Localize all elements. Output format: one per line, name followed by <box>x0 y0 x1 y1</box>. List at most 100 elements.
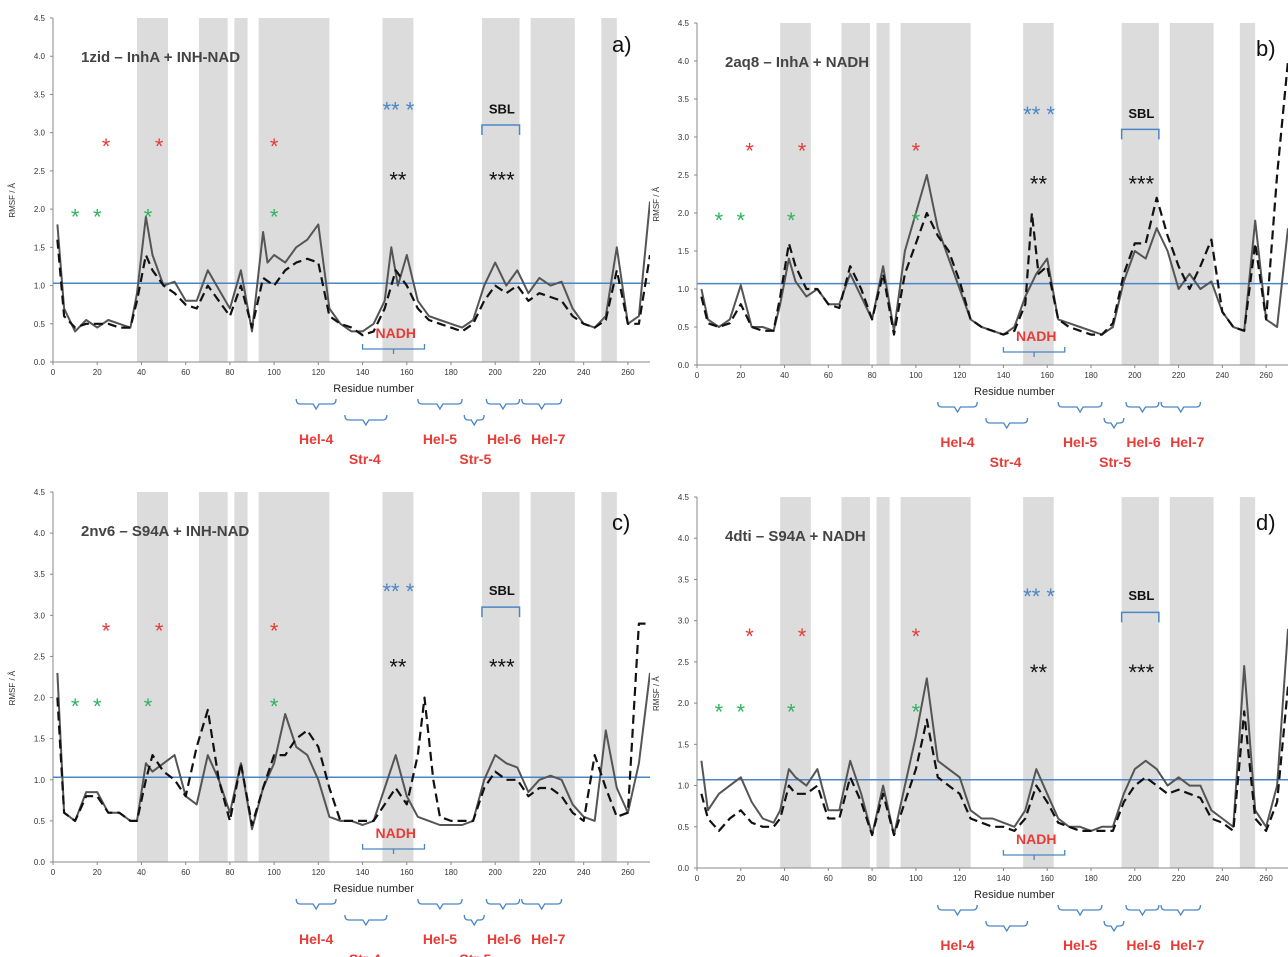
green-star: * <box>270 204 279 229</box>
y-tick-label: 3.0 <box>678 617 690 626</box>
x-tick-label: 180 <box>444 368 458 377</box>
nadh-label: NADH <box>375 825 415 841</box>
x-tick-label: 0 <box>51 368 56 377</box>
green-star: * <box>71 694 80 719</box>
ss-label: Str-4 <box>349 951 381 957</box>
green-star: * <box>715 700 724 725</box>
x-tick-label: 40 <box>780 371 789 380</box>
green-star: * <box>736 700 745 725</box>
nadh-bracket <box>1002 850 1066 860</box>
ss-brace <box>295 898 337 911</box>
panel-title: 2aq8 – InhA + NADH <box>725 54 869 71</box>
x-axis-label: Residue number <box>333 883 414 895</box>
ss-brace <box>937 904 978 917</box>
green-star: * <box>93 204 102 229</box>
green-star: * <box>144 694 153 719</box>
panel-label: c) <box>612 510 630 535</box>
series-group <box>56 622 650 831</box>
red-star: * <box>155 618 164 643</box>
green-star: * <box>912 208 921 233</box>
ss-brace <box>295 398 337 411</box>
nadh-bracket <box>1002 347 1066 357</box>
x-tick-label: 220 <box>1172 371 1186 380</box>
y-tick-label: 0.5 <box>678 323 690 332</box>
x-tick-label: 0 <box>695 874 700 883</box>
y-tick-label: 1.5 <box>678 740 690 749</box>
ss-label: Str-5 <box>1099 454 1131 470</box>
ss-label: Hel-5 <box>1063 937 1097 953</box>
ss-brace <box>1103 920 1125 933</box>
y-tick-label: 4.5 <box>34 14 46 23</box>
red-star: * <box>745 138 754 163</box>
x-tick-label: 120 <box>953 874 967 883</box>
shaded-region <box>900 497 971 868</box>
y-tick-label: 2.5 <box>34 652 46 661</box>
y-tick-label: 0.5 <box>34 320 46 329</box>
red-star: * <box>102 134 111 159</box>
ss-label: Str-4 <box>349 451 381 467</box>
x-tick-label: 160 <box>400 868 414 877</box>
ss-brace <box>1057 904 1103 917</box>
ss-brace <box>521 398 563 411</box>
shaded-region <box>530 492 575 862</box>
ss-brace <box>344 914 388 927</box>
panel-c: 0.0 0.5 1.0 1.5 2.0 2.5 3.0 3.5 4.0 4.5 0 20 40 60 80 1… <box>8 488 650 957</box>
green-star: * <box>71 204 80 229</box>
panel-label: b) <box>1256 36 1276 61</box>
shaded-region <box>137 18 168 362</box>
green-star: * <box>93 694 102 719</box>
x-tick-label: 180 <box>1084 371 1098 380</box>
x-tick-label: 200 <box>489 368 503 377</box>
y-tick-label: 4.0 <box>34 529 46 538</box>
x-tick-label: 160 <box>400 368 414 377</box>
x-tick-label: 40 <box>780 874 789 883</box>
x-axis-label: Residue number <box>333 383 414 395</box>
series-line-dashed <box>700 60 1288 336</box>
x-axis-label: Residue number <box>974 386 1055 398</box>
ss-label: Hel-6 <box>1126 937 1160 953</box>
green-star: * <box>912 700 921 725</box>
x-tick-label: 160 <box>1041 371 1055 380</box>
shaded-region <box>137 492 168 862</box>
nadh-label: NADH <box>1016 328 1056 344</box>
x-tick-label: 60 <box>824 371 833 380</box>
x-tick-label: 140 <box>997 371 1011 380</box>
series-group <box>700 60 1288 336</box>
red-star: * <box>798 138 807 163</box>
shaded-region <box>1169 23 1214 365</box>
shaded-region <box>530 18 575 362</box>
y-tick-label: 2.0 <box>34 205 46 214</box>
red-star: * <box>155 134 164 159</box>
shaded-region <box>876 497 890 868</box>
x-tick-label: 220 <box>533 368 547 377</box>
ss-brace <box>344 414 388 427</box>
x-tick-label: 120 <box>953 371 967 380</box>
series-group <box>56 201 650 337</box>
x-tick-label: 60 <box>824 874 833 883</box>
y-tick-label: 2.0 <box>678 699 690 708</box>
x-tick-label: 200 <box>1128 874 1142 883</box>
x-tick-label: 20 <box>736 874 745 883</box>
sbl-bracket <box>1120 128 1160 140</box>
y-tick-label: 4.5 <box>678 493 690 502</box>
x-tick-label: 240 <box>577 368 591 377</box>
ss-label: Str-4 <box>990 454 1022 470</box>
red-star: * <box>102 618 111 643</box>
x-tick-label: 0 <box>51 868 56 877</box>
series-line-dashed <box>56 622 650 827</box>
x-tick-label: 240 <box>577 868 591 877</box>
x-tick-label: 260 <box>1259 874 1273 883</box>
y-axis-label: RMSF / Å <box>652 186 661 221</box>
shaded-region <box>876 23 890 365</box>
ss-label: Hel-4 <box>299 931 333 947</box>
x-tick-label: 20 <box>93 368 102 377</box>
panel-title: 4dti – S94A + NADH <box>725 528 866 545</box>
shaded-region <box>234 18 248 362</box>
x-tick-label: 200 <box>489 868 503 877</box>
shaded-region <box>481 18 520 362</box>
y-tick-label: 3.5 <box>678 575 690 584</box>
ss-brace <box>521 898 563 911</box>
ss-brace <box>1125 401 1160 414</box>
x-tick-label: 220 <box>533 868 547 877</box>
red-star: * <box>745 624 754 649</box>
